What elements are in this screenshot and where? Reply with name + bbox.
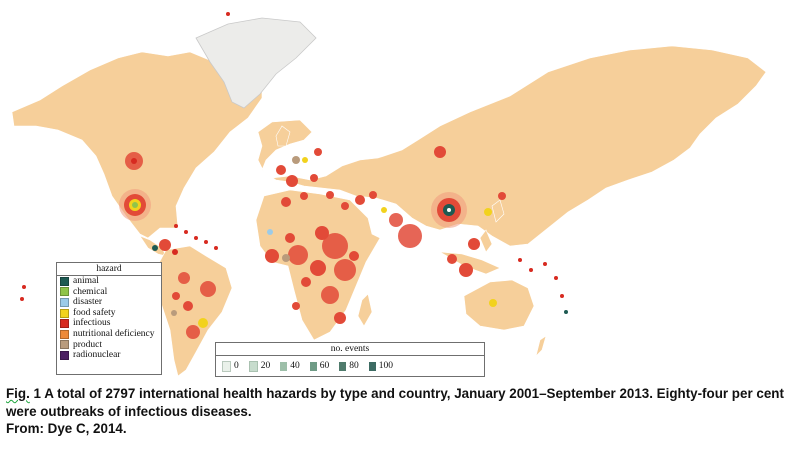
legend-label: food safety xyxy=(73,307,116,318)
figure-label: Fig. xyxy=(6,386,30,401)
figure-number: 1 xyxy=(33,386,41,401)
legend-label: disaster xyxy=(73,297,103,308)
legend-label: nutritional deficiency xyxy=(73,328,155,339)
events-swatch xyxy=(248,360,258,372)
events-item-0: 0 xyxy=(222,360,239,372)
legend-swatch xyxy=(60,287,69,297)
legend-label: chemical xyxy=(73,286,108,297)
events-item-60: 60 xyxy=(309,361,330,371)
legend-swatch xyxy=(60,297,69,307)
hazard-legend-title: hazard xyxy=(57,263,161,276)
events-swatch xyxy=(368,361,376,371)
legend-swatch xyxy=(60,308,69,318)
events-label: 20 xyxy=(260,361,271,371)
legend-swatch xyxy=(60,329,69,339)
events-item-40: 40 xyxy=(280,361,300,371)
legend-item-product: product xyxy=(57,340,161,351)
legend-swatch xyxy=(60,350,69,360)
events-item-20: 20 xyxy=(248,360,271,372)
events-legend: no. events 0 20 40 60 80 100 xyxy=(215,342,485,377)
legend-label: animal xyxy=(73,276,99,286)
legend-item-disaster: disaster xyxy=(57,297,161,308)
legend-item-chemical: chemical xyxy=(57,287,161,298)
caption-text: A total of 2797 international health haz… xyxy=(6,386,784,419)
events-label: 60 xyxy=(319,361,330,371)
events-item-80: 80 xyxy=(339,361,359,371)
events-label: 40 xyxy=(290,361,300,371)
events-legend-row: 0 20 40 60 80 100 xyxy=(216,356,484,376)
legend-swatch xyxy=(60,340,69,350)
legend-label: infectious xyxy=(73,318,111,329)
caption-source: From: Dye C, 2014. xyxy=(6,421,127,436)
legend-label: radionuclear xyxy=(73,350,121,361)
legend-item-animal: animal xyxy=(57,276,161,287)
events-swatch xyxy=(309,361,317,371)
legend-item-nutritional-deficiency: nutritional deficiency xyxy=(57,329,161,340)
hazard-markers xyxy=(20,12,568,339)
legend-item-infectious: infectious xyxy=(57,318,161,329)
events-label: 100 xyxy=(378,361,393,371)
hazard-legend: hazard animal chemical disaster food saf… xyxy=(56,262,162,375)
legend-swatch xyxy=(60,276,69,286)
events-legend-title: no. events xyxy=(216,343,484,356)
events-label: 80 xyxy=(349,361,359,371)
events-swatch xyxy=(222,360,231,372)
legend-label: product xyxy=(73,339,103,350)
legend-item-radionuclear: radionuclear xyxy=(57,350,161,361)
legend-swatch xyxy=(60,319,69,329)
events-item-100: 100 xyxy=(368,361,393,371)
events-label: 0 xyxy=(234,361,239,371)
figure-caption: Fig. 1 A total of 2797 international hea… xyxy=(6,385,788,438)
events-swatch xyxy=(280,361,288,371)
world-map xyxy=(11,12,767,377)
legend-item-food-safety: food safety xyxy=(57,308,161,319)
events-swatch xyxy=(339,361,347,371)
